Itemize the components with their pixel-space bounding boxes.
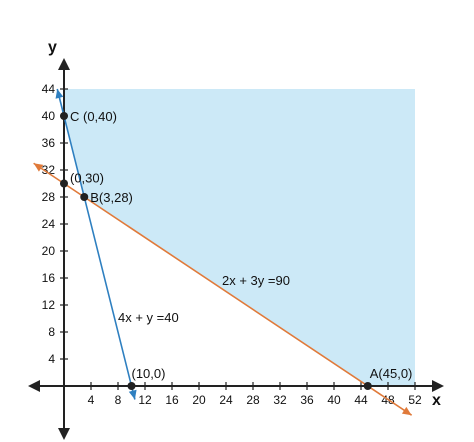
corner-point (127, 382, 136, 390)
y-tick-label: 40 (42, 109, 56, 123)
constraint-line-1-arrow-end (128, 389, 137, 400)
ticks: 4812162024283236404448524812162024283236… (42, 82, 422, 407)
constraint-line-1-arrow-start (55, 89, 64, 99)
point-label: C (0,40) (70, 109, 117, 124)
point-label: (10,0) (132, 366, 166, 381)
x-tick-label: 36 (300, 393, 314, 407)
point-label: (0,30) (70, 171, 104, 186)
y-tick-label: 28 (42, 190, 56, 204)
y-tick-label: 12 (42, 298, 56, 312)
x-tick-label: 12 (138, 393, 152, 407)
constraint-lines: 4x + y =40 2x + 3y =90 (33, 88, 413, 416)
point-labels: C (0,40) (0,30) B(3,28) (10,0) A(45,0) (70, 109, 412, 381)
x-tick-label: 4 (88, 393, 95, 407)
corner-point (60, 112, 68, 120)
x-tick-label: 44 (354, 393, 368, 407)
x-axis-label: x (432, 392, 441, 409)
y-axis-top-arrow (58, 58, 70, 70)
constraint-line-2-arrow-end (401, 406, 412, 416)
y-tick-label: 44 (42, 82, 56, 96)
constraint-line-1 (56, 88, 136, 400)
corner-point (80, 193, 89, 201)
y-tick-label: 16 (42, 271, 56, 285)
feasible-region (64, 89, 415, 386)
x-tick-label: 24 (219, 393, 233, 407)
x-tick-label: 40 (327, 393, 341, 407)
corner-point (60, 179, 68, 188)
point-label: A(45,0) (370, 366, 413, 381)
x-tick-label: 28 (246, 393, 260, 407)
y-axis-bottom-arrow (58, 428, 70, 440)
x-tick-label: 52 (408, 393, 422, 407)
x-tick-label: 32 (273, 393, 287, 407)
constraint-line-2-arrow-start (33, 163, 44, 172)
x-tick-label: 8 (115, 393, 122, 407)
y-tick-label: 20 (42, 244, 56, 258)
constraint-equation-label: 4x + y =40 (118, 310, 179, 325)
y-tick-label: 24 (42, 217, 56, 231)
y-tick-label: 36 (42, 136, 56, 150)
y-tick-label: 8 (48, 325, 55, 339)
x-tick-label: 16 (165, 393, 179, 407)
y-tick-label: 32 (42, 163, 56, 177)
x-axis-right-arrow (432, 380, 444, 392)
point-label: B(3,28) (90, 190, 133, 205)
constraint-line-2 (33, 162, 413, 416)
y-tick-label: 4 (48, 352, 55, 366)
corner-points (60, 112, 372, 390)
corner-point (363, 382, 372, 390)
x-tick-label: 20 (192, 393, 206, 407)
x-axis-left-arrow (28, 380, 40, 392)
constraint-equation-label: 2x + 3y =90 (222, 273, 290, 288)
y-axis-label: y (48, 39, 57, 56)
